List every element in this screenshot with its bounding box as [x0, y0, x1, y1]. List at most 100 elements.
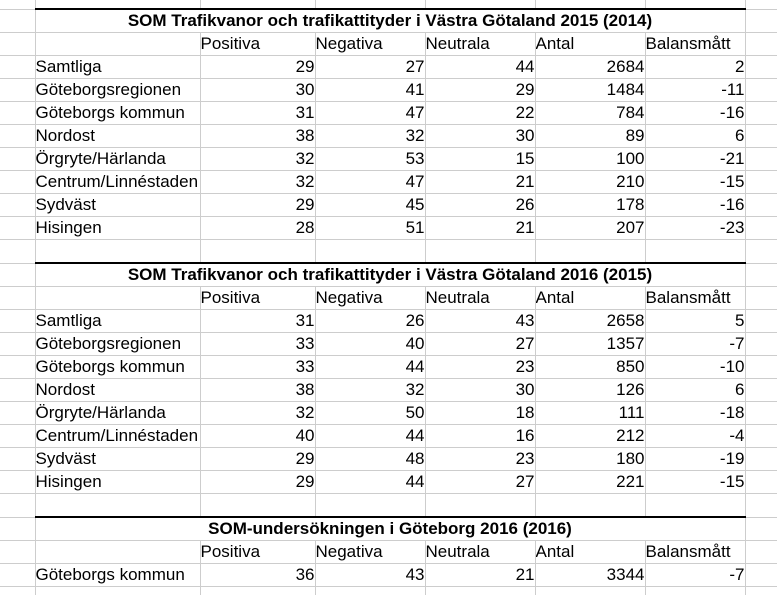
- value-cell[interactable]: -18: [645, 402, 745, 425]
- empty-cell[interactable]: [0, 79, 35, 102]
- value-cell[interactable]: 29: [425, 79, 535, 102]
- empty-cell[interactable]: [0, 171, 35, 194]
- value-cell[interactable]: 26: [425, 194, 535, 217]
- empty-cell[interactable]: [425, 587, 535, 595]
- label-cell[interactable]: Samtliga: [35, 56, 200, 79]
- empty-cell[interactable]: [0, 9, 35, 33]
- empty-cell[interactable]: [0, 517, 35, 541]
- value-cell[interactable]: 32: [200, 402, 315, 425]
- empty-cell[interactable]: [0, 33, 35, 56]
- empty-cell[interactable]: [645, 240, 745, 264]
- empty-cell[interactable]: [745, 194, 777, 217]
- empty-cell[interactable]: [35, 494, 200, 518]
- value-cell[interactable]: 207: [535, 217, 645, 240]
- empty-cell[interactable]: [645, 0, 745, 9]
- label-cell[interactable]: Örgryte/Härlanda: [35, 148, 200, 171]
- empty-cell[interactable]: [0, 402, 35, 425]
- value-cell[interactable]: 41: [315, 79, 425, 102]
- empty-cell[interactable]: [425, 494, 535, 518]
- value-cell[interactable]: 44: [315, 356, 425, 379]
- value-cell[interactable]: 23: [425, 356, 535, 379]
- empty-cell[interactable]: [0, 564, 35, 587]
- value-cell[interactable]: 126: [535, 379, 645, 402]
- value-cell[interactable]: 2658: [535, 310, 645, 333]
- label-cell[interactable]: Göteborgs kommun: [35, 102, 200, 125]
- empty-cell[interactable]: [35, 33, 200, 56]
- column-header-antal[interactable]: Antal: [535, 33, 645, 56]
- empty-cell[interactable]: [745, 287, 777, 310]
- column-header-positiva[interactable]: Positiva: [200, 541, 315, 564]
- value-cell[interactable]: 53: [315, 148, 425, 171]
- column-header-neutrala[interactable]: Neutrala: [425, 541, 535, 564]
- value-cell[interactable]: 212: [535, 425, 645, 448]
- value-cell[interactable]: 221: [535, 471, 645, 494]
- value-cell[interactable]: 27: [315, 56, 425, 79]
- value-cell[interactable]: 32: [200, 148, 315, 171]
- empty-cell[interactable]: [315, 587, 425, 595]
- column-header-negativa[interactable]: Negativa: [315, 541, 425, 564]
- label-cell[interactable]: Sydväst: [35, 194, 200, 217]
- column-header-positiva[interactable]: Positiva: [200, 287, 315, 310]
- value-cell[interactable]: 44: [315, 425, 425, 448]
- empty-cell[interactable]: [745, 125, 777, 148]
- value-cell[interactable]: 47: [315, 171, 425, 194]
- empty-cell[interactable]: [0, 587, 35, 595]
- empty-cell[interactable]: [745, 217, 777, 240]
- value-cell[interactable]: 21: [425, 217, 535, 240]
- value-cell[interactable]: 89: [535, 125, 645, 148]
- label-cell[interactable]: Sydväst: [35, 448, 200, 471]
- value-cell[interactable]: 22: [425, 102, 535, 125]
- empty-cell[interactable]: [0, 240, 35, 264]
- value-cell[interactable]: 45: [315, 194, 425, 217]
- value-cell[interactable]: 48: [315, 448, 425, 471]
- column-header-balansmatt[interactable]: Balansmått: [645, 287, 745, 310]
- empty-cell[interactable]: [0, 102, 35, 125]
- empty-cell[interactable]: [535, 494, 645, 518]
- empty-cell[interactable]: [645, 494, 745, 518]
- value-cell[interactable]: 2684: [535, 56, 645, 79]
- value-cell[interactable]: 1484: [535, 79, 645, 102]
- value-cell[interactable]: 32: [315, 379, 425, 402]
- value-cell[interactable]: -19: [645, 448, 745, 471]
- value-cell[interactable]: 27: [425, 333, 535, 356]
- label-cell[interactable]: Örgryte/Härlanda: [35, 402, 200, 425]
- label-cell[interactable]: Hisingen: [35, 217, 200, 240]
- value-cell[interactable]: -15: [645, 471, 745, 494]
- value-cell[interactable]: 44: [315, 471, 425, 494]
- value-cell[interactable]: 29: [200, 56, 315, 79]
- value-cell[interactable]: 26: [315, 310, 425, 333]
- empty-cell[interactable]: [35, 541, 200, 564]
- empty-cell[interactable]: [745, 263, 777, 287]
- column-header-balansmatt[interactable]: Balansmått: [645, 33, 745, 56]
- value-cell[interactable]: 3344: [535, 564, 645, 587]
- empty-cell[interactable]: [535, 0, 645, 9]
- empty-cell[interactable]: [0, 263, 35, 287]
- empty-cell[interactable]: [745, 564, 777, 587]
- column-header-antal[interactable]: Antal: [535, 287, 645, 310]
- value-cell[interactable]: 210: [535, 171, 645, 194]
- empty-cell[interactable]: [745, 402, 777, 425]
- value-cell[interactable]: -23: [645, 217, 745, 240]
- label-cell[interactable]: Hisingen: [35, 471, 200, 494]
- value-cell[interactable]: 33: [200, 356, 315, 379]
- empty-cell[interactable]: [745, 240, 777, 264]
- value-cell[interactable]: -15: [645, 171, 745, 194]
- value-cell[interactable]: 51: [315, 217, 425, 240]
- empty-cell[interactable]: [35, 0, 200, 9]
- empty-cell[interactable]: [315, 494, 425, 518]
- empty-cell[interactable]: [745, 541, 777, 564]
- value-cell[interactable]: 30: [425, 125, 535, 148]
- value-cell[interactable]: -16: [645, 194, 745, 217]
- value-cell[interactable]: 40: [315, 333, 425, 356]
- label-cell[interactable]: Centrum/Linnéstaden: [35, 171, 200, 194]
- column-header-antal[interactable]: Antal: [535, 541, 645, 564]
- table-title[interactable]: SOM-undersökningen i Göteborg 2016 (2016…: [35, 517, 745, 541]
- empty-cell[interactable]: [535, 240, 645, 264]
- empty-cell[interactable]: [200, 494, 315, 518]
- empty-cell[interactable]: [0, 148, 35, 171]
- label-cell[interactable]: Göteborgs kommun: [35, 356, 200, 379]
- label-cell[interactable]: Nordost: [35, 379, 200, 402]
- value-cell[interactable]: 43: [425, 310, 535, 333]
- value-cell[interactable]: -7: [645, 564, 745, 587]
- empty-cell[interactable]: [35, 587, 200, 595]
